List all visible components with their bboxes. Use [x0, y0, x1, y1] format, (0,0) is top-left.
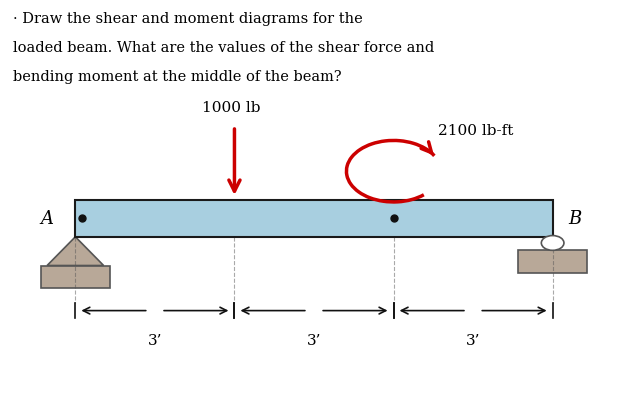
Text: A: A — [40, 210, 53, 228]
FancyBboxPatch shape — [41, 266, 110, 288]
Text: B: B — [568, 210, 582, 228]
Text: loaded beam. What are the values of the shear force and: loaded beam. What are the values of the … — [13, 41, 434, 55]
FancyBboxPatch shape — [75, 200, 553, 237]
Text: bending moment at the middle of the beam?: bending moment at the middle of the beam… — [13, 70, 341, 83]
Text: 3’: 3’ — [148, 333, 162, 347]
Polygon shape — [47, 237, 104, 266]
Text: 1000 lb: 1000 lb — [202, 101, 261, 115]
Text: 3’: 3’ — [306, 333, 322, 347]
Text: · Draw the shear and moment diagrams for the: · Draw the shear and moment diagrams for… — [13, 12, 362, 26]
Circle shape — [541, 236, 564, 251]
Text: 2100 lb-ft: 2100 lb-ft — [438, 124, 513, 138]
FancyBboxPatch shape — [518, 251, 587, 273]
Text: 3’: 3’ — [466, 333, 480, 347]
